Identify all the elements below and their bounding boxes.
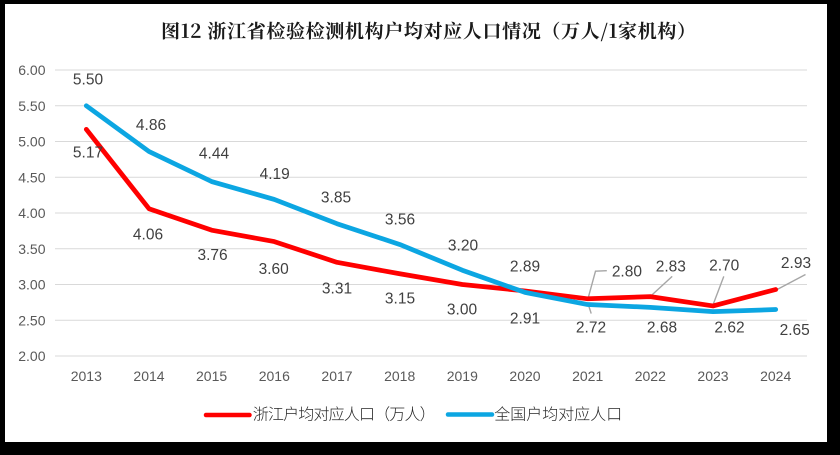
- svg-text:3.50: 3.50: [18, 241, 45, 257]
- svg-text:2014: 2014: [133, 368, 164, 384]
- svg-text:4.86: 4.86: [136, 117, 166, 134]
- svg-text:5.00: 5.00: [18, 134, 45, 150]
- svg-text:4.00: 4.00: [18, 205, 45, 221]
- svg-text:2.91: 2.91: [510, 311, 540, 328]
- svg-text:2.80: 2.80: [612, 264, 643, 281]
- svg-text:4.50: 4.50: [18, 169, 45, 185]
- svg-text:5.50: 5.50: [18, 98, 45, 114]
- svg-text:2024: 2024: [760, 368, 791, 384]
- svg-text:2015: 2015: [196, 368, 227, 384]
- svg-text:3.76: 3.76: [198, 247, 228, 264]
- svg-text:4.44: 4.44: [199, 146, 230, 163]
- svg-text:3.85: 3.85: [321, 189, 351, 206]
- svg-text:2019: 2019: [447, 368, 478, 384]
- svg-text:3.20: 3.20: [448, 237, 479, 254]
- svg-text:3.31: 3.31: [322, 281, 352, 298]
- svg-text:2022: 2022: [635, 368, 666, 384]
- svg-text:2021: 2021: [572, 368, 603, 384]
- svg-text:2.70: 2.70: [709, 258, 740, 275]
- svg-text:6.00: 6.00: [18, 62, 45, 78]
- svg-text:4.06: 4.06: [133, 227, 163, 244]
- svg-text:2.83: 2.83: [656, 258, 686, 275]
- svg-text:2.50: 2.50: [18, 312, 45, 328]
- svg-text:5.50: 5.50: [73, 72, 104, 89]
- svg-text:3.00: 3.00: [447, 302, 478, 319]
- svg-text:2.65: 2.65: [780, 322, 810, 339]
- svg-text:2.68: 2.68: [647, 320, 677, 337]
- svg-text:2020: 2020: [509, 368, 540, 384]
- svg-text:2.62: 2.62: [714, 320, 744, 337]
- svg-text:3.60: 3.60: [259, 261, 290, 278]
- svg-text:2.00: 2.00: [18, 348, 45, 364]
- svg-text:2.93: 2.93: [781, 255, 811, 272]
- svg-text:3.56: 3.56: [385, 212, 415, 229]
- svg-text:2013: 2013: [71, 368, 102, 384]
- svg-text:3.00: 3.00: [18, 277, 45, 293]
- svg-text:2023: 2023: [697, 368, 728, 384]
- svg-text:2018: 2018: [384, 368, 415, 384]
- svg-text:2016: 2016: [259, 368, 290, 384]
- svg-text:5.17: 5.17: [73, 145, 103, 162]
- svg-text:2.89: 2.89: [510, 259, 540, 276]
- svg-text:3.15: 3.15: [385, 291, 415, 308]
- svg-text:2.72: 2.72: [576, 320, 606, 337]
- svg-text:4.19: 4.19: [260, 166, 290, 183]
- svg-text:2017: 2017: [321, 368, 352, 384]
